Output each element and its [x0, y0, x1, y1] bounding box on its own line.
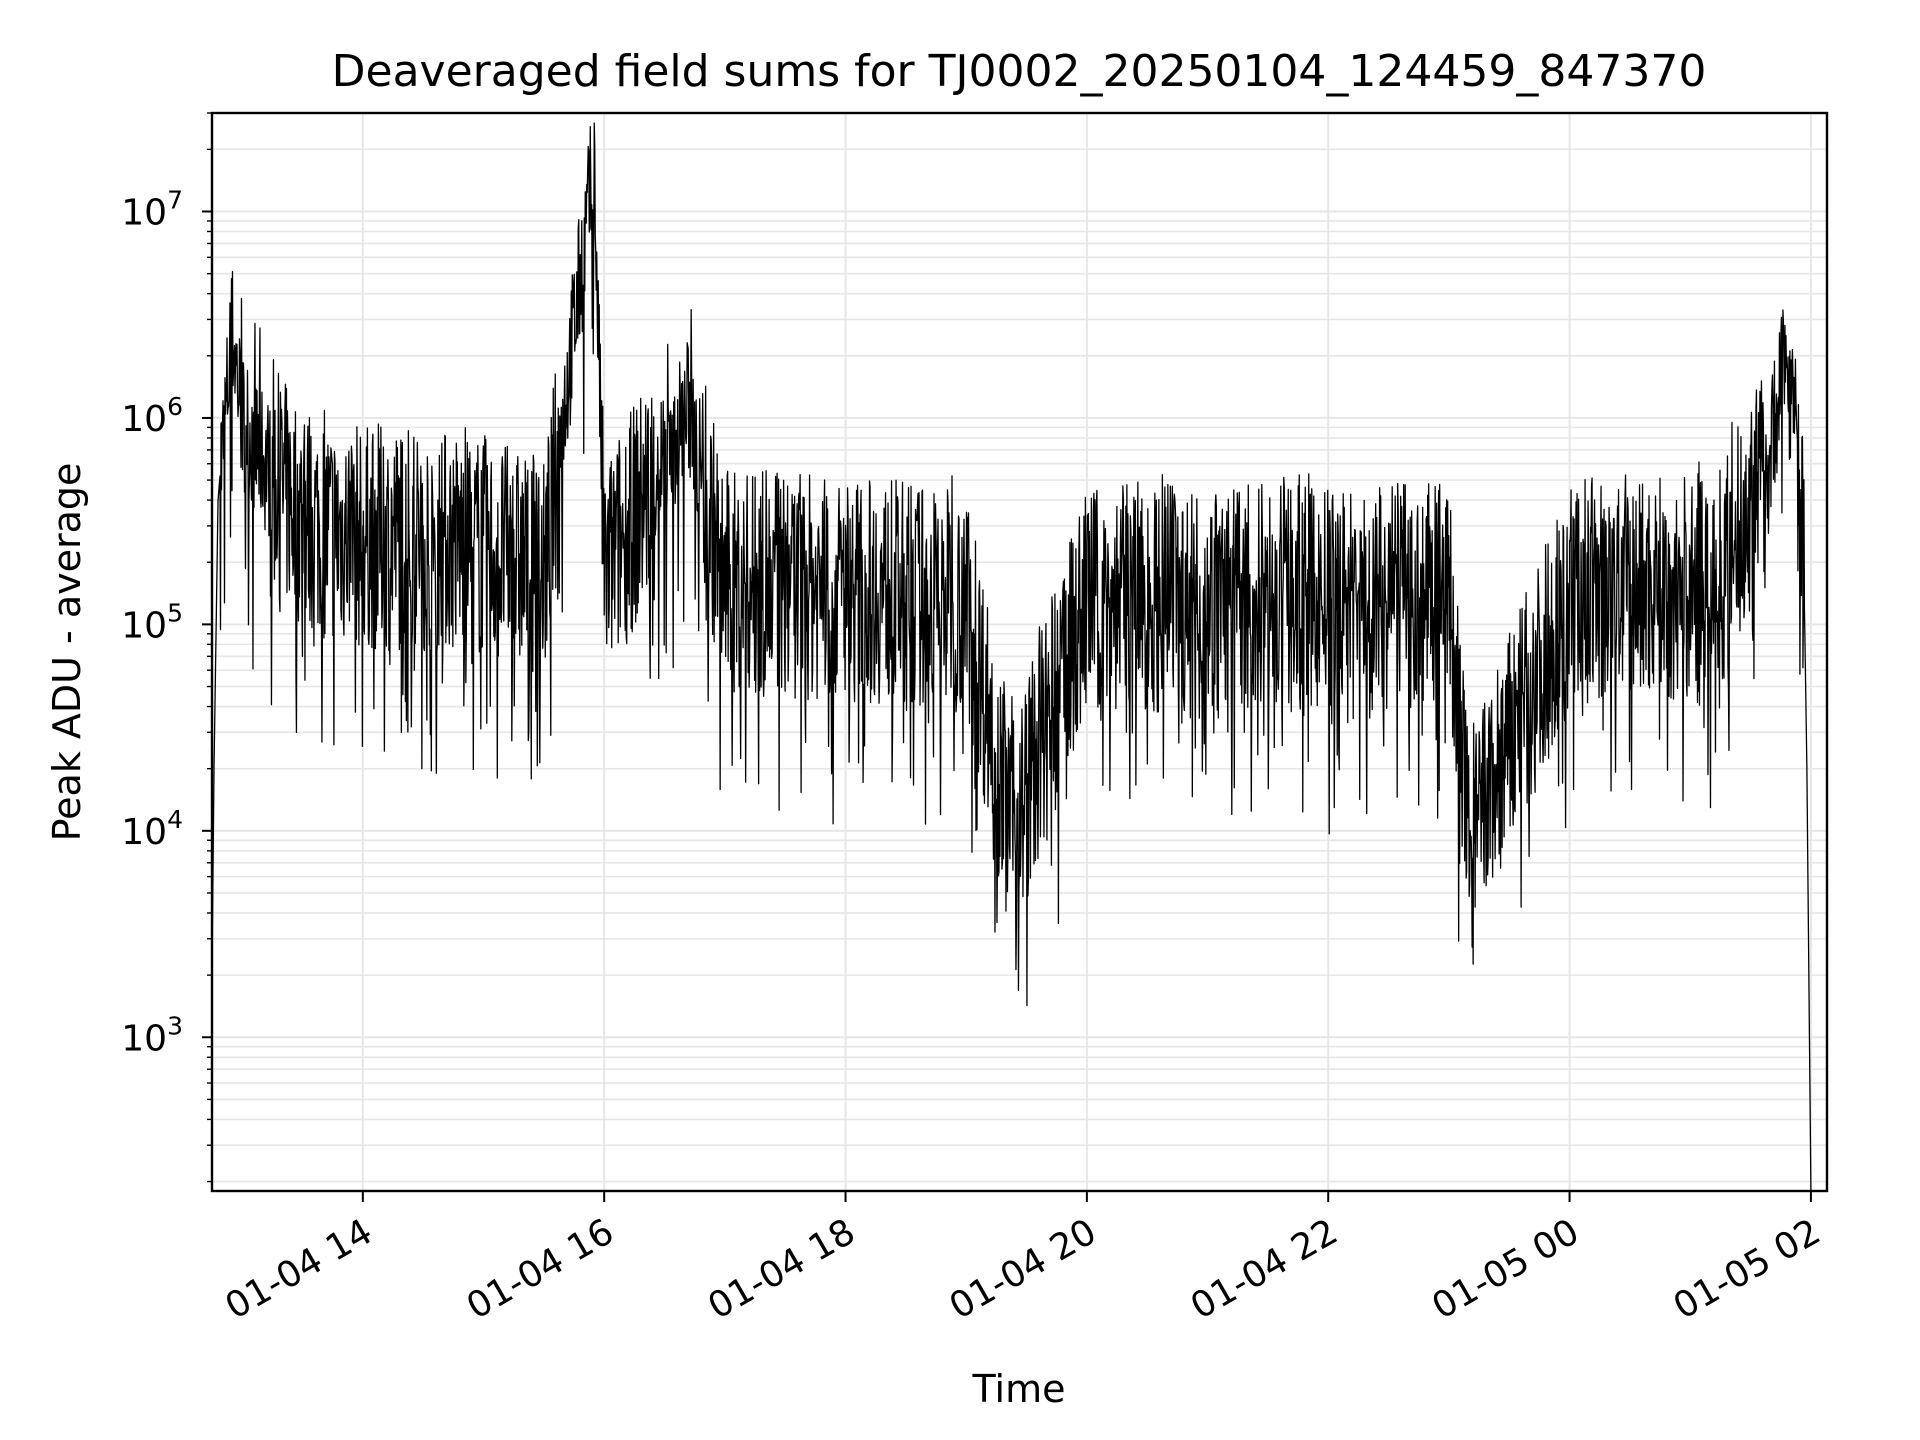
y-tick-label: 103 [121, 1011, 183, 1059]
chart-title: Deaveraged field sums for TJ0002_2025010… [332, 46, 1707, 97]
series-layer [211, 122, 1812, 1192]
y-tick-label: 105 [121, 598, 183, 646]
y-axis: 103 104 105 106 107 [121, 112, 212, 1183]
series-line [211, 122, 1812, 1192]
y-tick-label: 107 [121, 185, 183, 233]
y-tick-label: 106 [121, 392, 183, 440]
x-axis-label: Time [972, 1367, 1066, 1411]
y-tick-label: 104 [121, 805, 183, 853]
y-axis-label: Peak ADU - average [45, 463, 89, 842]
plot-frame [210, 111, 1829, 1193]
